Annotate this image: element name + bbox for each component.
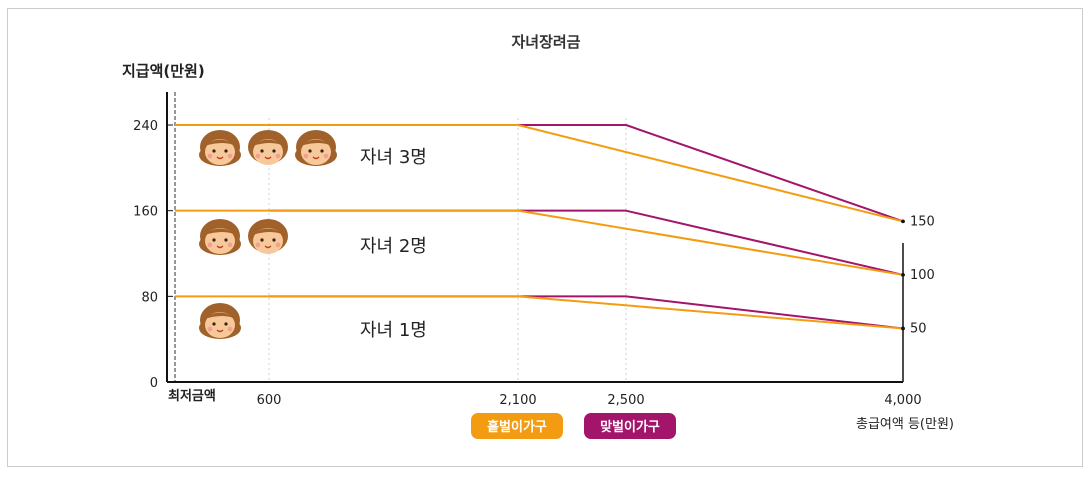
y-axis-label: 지급액(만원) [122,62,205,80]
face-cheek [275,242,281,248]
face-skin [253,139,283,165]
legend-label: 홑벌이가구 [487,419,547,435]
face-eye [224,149,228,153]
series-endpoint [901,219,905,224]
legend-item: 맞벌이가구 [584,413,676,439]
face-bangs [204,228,236,235]
legend-swatch [584,413,676,439]
face-cheek [303,153,309,159]
face-eye [224,238,228,242]
face-cheek [207,242,213,248]
face-bangs [300,139,332,146]
face-mouth [216,329,224,333]
series-line [269,124,904,223]
face-eye [272,149,276,153]
face-cheek [227,153,233,159]
right-tick-label: 150 [910,214,935,229]
x-tick-label: 2,500 [607,393,644,408]
right-tick-label: 50 [910,321,927,336]
y-tick-label: 0 [150,376,158,391]
face-skin [205,312,235,338]
face-eye [212,322,216,326]
face-eye [260,238,264,242]
face-cheek [255,242,261,248]
series-line [175,295,904,330]
series-endpoint [901,273,905,277]
face-skin [205,228,235,254]
face-bangs [204,312,236,319]
face-eye [212,238,216,242]
face-cheek [227,242,233,248]
x-axis-label: 총급여액 등(만원) [856,417,954,432]
x-tick-label: 600 [257,393,282,408]
face-mouth [216,156,224,160]
band-label: 자녀 3명 [360,147,427,168]
face-cheek [323,153,329,159]
face-eye [212,149,216,153]
face-cheek [207,153,213,159]
face-cheek [227,326,233,332]
y-tick-label: 160 [133,205,158,220]
child-face-icon [199,219,241,255]
band-label: 자녀 2명 [360,236,427,257]
chart-title: 자녀장려금 [511,33,580,51]
right-tick-label: 100 [910,268,935,283]
face-bangs [252,139,284,146]
face-bangs [204,139,236,146]
y-tick-label: 80 [141,290,158,305]
series-endpoint [901,326,905,331]
child-face-icon [199,303,241,339]
face-mouth [312,156,320,160]
face-mouth [264,156,272,160]
face-skin [301,139,331,165]
series-line [175,209,904,276]
face-cheek [275,153,281,159]
face-eye [260,149,264,153]
legend-item: 홑벌이가구 [471,413,563,439]
y-tick-label: 240 [133,119,158,134]
x-min-label: 최저금액 [168,389,216,404]
face-eye [224,322,228,326]
face-eye [272,238,276,242]
x-tick-label: 4,000 [884,393,921,408]
child-face-icon [199,130,241,166]
face-eye [320,149,324,153]
face-eye [308,149,312,153]
chart-frame [7,8,1083,467]
legend-label: 맞벌이가구 [600,419,660,435]
series-line [175,124,904,223]
face-mouth [216,245,224,249]
face-cheek [207,326,213,332]
face-bangs [252,228,284,235]
face-skin [253,228,283,254]
legend-swatch [471,413,563,439]
child-face-icon [248,219,288,254]
band-label: 자녀 1명 [360,320,427,341]
face-mouth [264,245,272,249]
child-face-icon [295,130,337,166]
x-tick-label: 2,100 [499,393,536,408]
face-skin [205,139,235,165]
child-face-icon [248,130,288,165]
face-cheek [255,153,261,159]
